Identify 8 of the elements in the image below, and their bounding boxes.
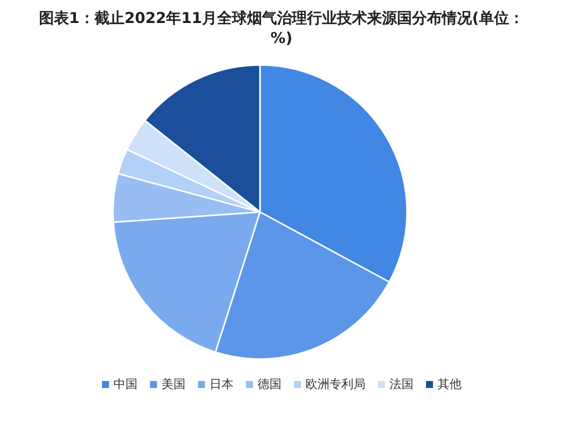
legend-label: 其他	[438, 377, 462, 391]
legend-label: 日本	[210, 377, 234, 391]
legend-label: 法国	[390, 377, 414, 391]
legend-label: 中国	[114, 377, 138, 391]
chart-title: 图表1：截止2022年11月全球烟气治理行业技术来源国分布情况(单位：%)	[38, 8, 525, 48]
legend-label: 欧洲专利局	[306, 377, 366, 391]
legend-label: 德国	[258, 377, 282, 391]
legend-label: 美国	[162, 377, 186, 391]
